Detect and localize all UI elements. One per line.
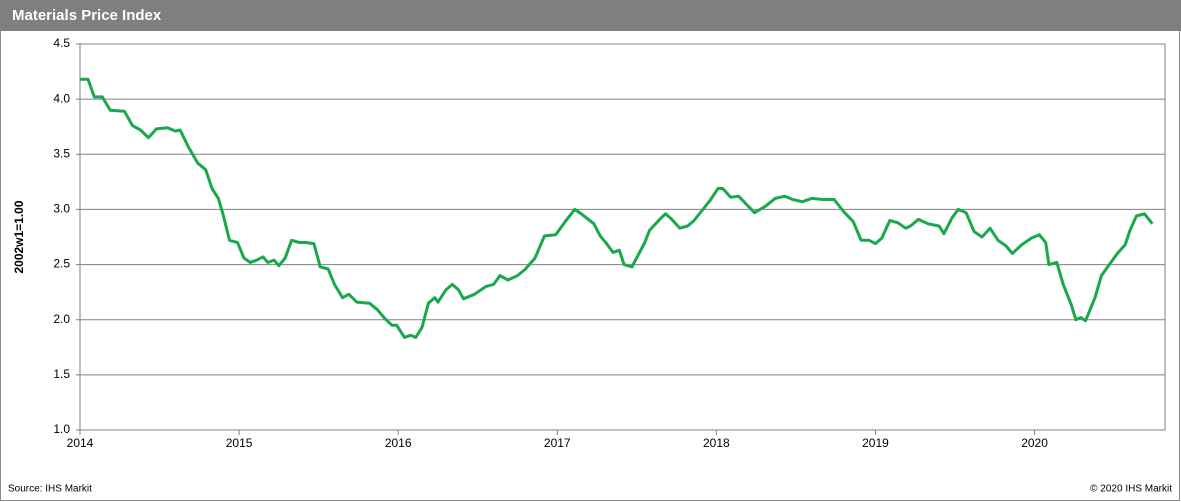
y-tick-label: 2.0 — [53, 312, 70, 326]
x-tick-label: 2015 — [226, 436, 253, 450]
y-tick-label: 1.5 — [53, 367, 70, 381]
source: Source: IHS Markit — [8, 484, 92, 495]
x-tick-label: 2019 — [862, 436, 889, 450]
copyright: © 2020 IHS Markit — [1090, 484, 1172, 495]
y-tick-label: 4.0 — [53, 91, 70, 105]
y-tick-label: 3.5 — [53, 146, 70, 160]
y-tick-label: 3.0 — [53, 202, 70, 216]
x-tick-label: 2020 — [1021, 436, 1048, 450]
plot-area — [79, 43, 1166, 431]
y-tick-label: 2.5 — [53, 257, 70, 271]
x-tick-label: 2018 — [703, 436, 730, 450]
x-tick-label: 2017 — [544, 436, 571, 450]
x-tick-label: 2014 — [67, 436, 94, 450]
chart-title: Materials Price Index — [12, 7, 162, 24]
y-tick-label: 4.5 — [53, 36, 70, 50]
x-tick-label: 2016 — [385, 436, 412, 450]
y-tick-label: 1.0 — [53, 422, 70, 436]
title-bar — [0, 0, 1181, 31]
y-axis-label: 2002w1=1.00 — [12, 200, 26, 273]
series-line — [80, 77, 1154, 339]
